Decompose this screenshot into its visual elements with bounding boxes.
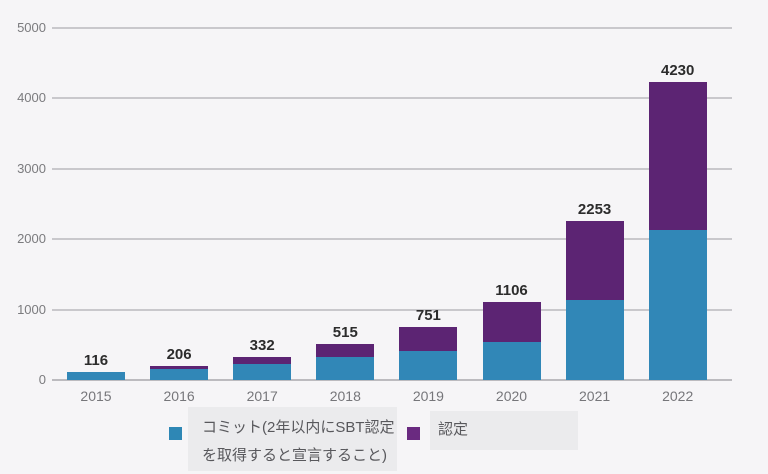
y-axis-tick-2000: 2000 [17, 231, 46, 247]
bar-2022-commit-segment [648, 230, 707, 380]
bar-2020-commit-segment [482, 341, 541, 380]
x-axis-tick-2019: 2019 [412, 388, 444, 404]
total-label-2018: 515 [332, 323, 358, 341]
gridline-1000 [52, 308, 732, 311]
y-axis-tick-1000: 1000 [17, 301, 46, 317]
x-axis-tick-2020: 2020 [495, 388, 528, 404]
bar-2017-commit-segment [233, 363, 292, 380]
y-axis-tick-5000: 5000 [17, 20, 46, 35]
x-axis-tick-2018: 2018 [329, 388, 361, 404]
total-label-2016: 206 [166, 345, 192, 363]
total-label-2019: 751 [415, 307, 441, 325]
total-label-2022: 4230 [661, 62, 695, 80]
x-axis-tick-2017: 2017 [246, 388, 278, 404]
gridline-2000 [52, 238, 732, 241]
bar-2019-commit-segment [399, 350, 458, 380]
bar-2021-certified-segment [565, 221, 624, 300]
bar-2020-certified-segment [482, 302, 541, 342]
total-label-2020: 1106 [495, 282, 528, 300]
x-axis-tick-2022: 2022 [662, 388, 694, 404]
total-label-2015: 116 [83, 351, 109, 369]
gridline-3000 [52, 167, 732, 170]
bar-2016-commit-segment [150, 368, 209, 380]
total-label-2021: 2253 [577, 201, 612, 219]
bar-2016-certified-segment [150, 365, 209, 369]
total-label-2017: 332 [249, 336, 275, 354]
x-axis-tick-2016: 2016 [163, 388, 195, 404]
bar-2018-certified-segment [316, 343, 375, 358]
bar-2022-certified-segment [648, 82, 707, 231]
bar-2019-certified-segment [399, 327, 458, 351]
bar-2021-commit-segment [565, 299, 624, 380]
x-axis-tick-2015: 2015 [80, 388, 112, 404]
y-axis-tick-3000: 3000 [17, 160, 46, 176]
y-axis-tick-4000: 4000 [17, 90, 46, 106]
gridline-0 [52, 379, 732, 381]
bar-2017-certified-segment [233, 356, 292, 364]
bar-2018-commit-segment [316, 357, 375, 380]
gridline-5000 [52, 27, 732, 29]
gridline-4000 [52, 97, 732, 100]
y-axis-tick-0: 0 [38, 372, 46, 387]
x-axis-tick-2021: 2021 [579, 388, 611, 404]
bar-2015-commit-segment [67, 371, 125, 380]
